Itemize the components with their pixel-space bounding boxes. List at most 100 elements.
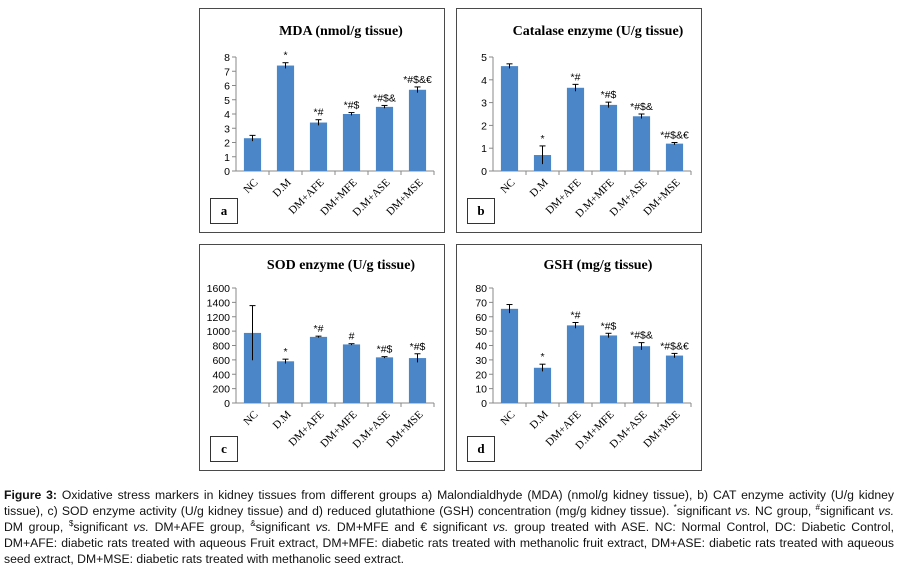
y-tick-label: 400 [212,369,230,381]
y-tick-label: 5 [224,95,230,107]
chart-title: SOD enzyme (U/g tissue) [267,258,415,273]
bar [309,336,328,403]
bar [500,66,519,171]
significance-label: *#$ [410,341,426,353]
significance-label: * [540,133,544,145]
significance-label: *#$& [373,92,396,104]
chart-svg-c: SOD enzyme (U/g tissue) 0 200 400 600 800 1000… [207,258,435,451]
x-tick-label: NC [241,177,260,196]
caption-text-6: significant [73,520,134,534]
caption-text-1: Oxidative stress markers in kidney tissu… [4,488,894,518]
y-tick-label: 50 [475,326,487,338]
significance-label: *#$ [377,344,393,356]
bar [309,122,328,171]
bar [243,138,262,171]
x-tick-label: DM+MSE [641,176,683,218]
significance-label: *#$& [630,330,653,342]
significance-label: * [283,50,287,62]
y-tick-label: 1 [481,143,487,155]
caption-sym-star: * [673,502,677,512]
y-tick-label: 3 [224,123,230,135]
y-tick-label: 1400 [207,297,231,309]
bar [375,106,394,171]
chart-panel-c: SOD enzyme (U/g tissue) 0 200 400 600 800 1000… [199,244,445,471]
y-tick-label: 200 [212,384,230,396]
significance-label: *# [314,107,324,119]
significance-label: *#$&€ [403,74,432,86]
y-tick-label: 0 [224,398,230,410]
x-tick-label: D.M [271,408,294,431]
caption-text-5: DM group, [4,520,69,534]
x-tick-label: DM+MSE [384,176,426,218]
bar [276,65,295,171]
chart-svg-d: GSH (mg/g tissue) 0 10 20 30 40 50 60 70 80 NC * D.M… [475,258,692,452]
significance-label: *#$ [601,89,617,101]
panel-label-a: a [210,198,238,224]
bar [342,114,361,171]
x-tick-label: D.M [528,408,551,431]
figure-caption: Figure 3: Oxidative stress markers in ki… [4,487,894,567]
y-tick-label: 80 [475,283,487,295]
y-tick-label: 30 [475,355,487,367]
x-tick-label: DM+MSE [384,408,426,450]
caption-sym-amp: & [250,518,256,528]
bar [276,361,295,403]
bar [408,89,427,171]
significance-label: *# [571,310,581,322]
significance-label: *#$&€ [660,340,689,352]
chart-title: GSH (mg/g tissue) [544,258,653,273]
significance-label: *# [314,323,324,335]
bar [599,104,618,171]
caption-text-7: DM+AFE group, [148,520,251,534]
bar [375,357,394,403]
panel-label-d: d [467,436,495,462]
significance-label: *#$& [630,101,653,113]
y-tick-label: 0 [481,398,487,410]
y-tick-label: 40 [475,341,487,353]
x-tick-label: NC [498,409,517,428]
significance-label: *# [571,71,581,83]
bar [500,308,519,403]
y-tick-label: 800 [212,341,230,353]
x-tick-label: DM+MSE [641,408,683,450]
bar [243,332,262,403]
panel-label-b: b [467,198,495,224]
y-tick-label: 8 [224,52,230,64]
y-tick-label: 600 [212,355,230,367]
significance-label: * [540,351,544,363]
y-tick-label: 1200 [207,312,231,324]
chart-panel-d: GSH (mg/g tissue) 0 10 20 30 40 50 60 70 80 NC * D.M… [456,244,702,471]
x-tick-label: NC [241,409,260,428]
significance-label: * [283,346,287,358]
bar [632,116,651,171]
bar [665,355,684,403]
caption-vs-4: vs. [315,520,332,534]
significance-label: *#$ [344,100,360,112]
y-tick-label: 4 [481,75,487,87]
bar [408,358,427,403]
caption-vs-2: vs. [878,504,894,518]
y-tick-label: 1 [224,152,230,164]
caption-sym-hash: # [815,502,820,512]
y-tick-label: 3 [481,98,487,110]
caption-vs-3: vs. [133,520,149,534]
caption-text-9: DM+MFE and € significant [331,520,493,534]
y-tick-label: 1000 [207,326,231,338]
y-tick-label: 70 [475,297,487,309]
caption-text-10: group treated with ASE. NC: Normal Contr… [4,520,894,566]
bar [632,346,651,403]
y-tick-label: 1600 [207,283,231,295]
y-tick-label: 0 [224,166,230,178]
bar [566,87,585,171]
chart-title: MDA (nmol/g tissue) [279,24,403,39]
chart-panel-b: Catalase enzyme (U/g tissue) 0 1 2 3 4 5 NC * D.M… [456,8,702,233]
bar [342,344,361,403]
x-tick-label: NC [498,177,517,196]
caption-text-3: NC group, [750,504,816,518]
significance-label: # [349,331,355,343]
bar [665,143,684,171]
chart-svg-a: MDA (nmol/g tissue)012345678NC*D.M*#DM+A… [224,24,435,219]
y-tick-label: 2 [481,120,487,132]
y-tick-label: 4 [224,109,230,121]
bar [533,367,552,403]
